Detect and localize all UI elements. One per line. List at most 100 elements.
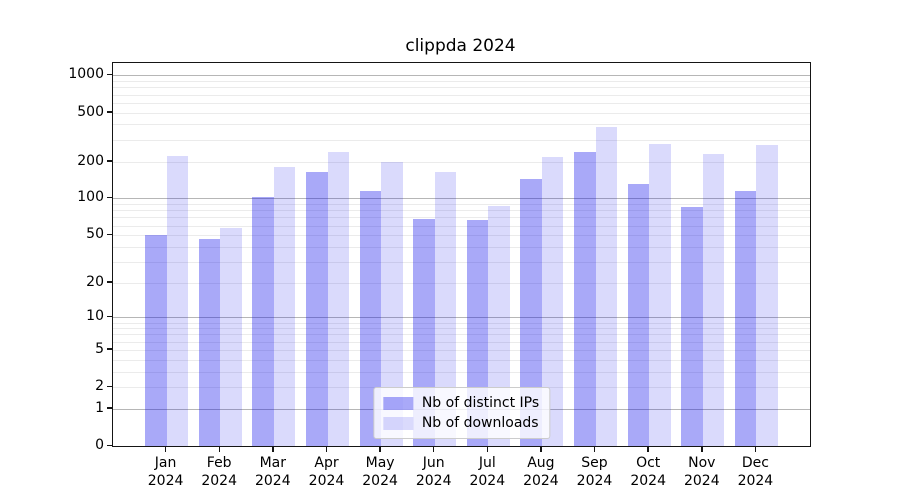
bar-nb-of-distinct-ips-aug (520, 178, 542, 446)
xtick-year: 2024 (147, 473, 184, 489)
bar-nb-of-distinct-ips-sep (574, 152, 596, 446)
gridline-major-1000 (113, 75, 810, 77)
xtick-month: Sep (581, 455, 608, 471)
ytick-mark-20 (107, 281, 112, 283)
gridline-minor-700 (113, 94, 810, 96)
bar-nb-of-distinct-ips-nov (681, 207, 703, 446)
ytick-mark-5 (107, 348, 112, 350)
xtick-year: 2024 (630, 473, 666, 489)
bar-nb-of-distinct-ips-may (359, 191, 382, 446)
xtick-mark-aug (540, 447, 542, 452)
xtick-label-oct: Oct 2024 (617, 454, 679, 490)
xtick-month: Jul (478, 455, 496, 471)
ytick-mark-10 (107, 315, 112, 318)
bar-nb-of-downloads-jun (434, 172, 457, 446)
xtick-mark-dec (754, 447, 757, 452)
gridline-minor-500 (113, 112, 810, 114)
gridline-minor-400 (113, 124, 810, 126)
ytick-label-0: 0 (95, 437, 104, 453)
legend-label-1: Nb of downloads (421, 415, 539, 431)
bar-nb-of-distinct-ips-apr (306, 172, 328, 446)
gridline-minor-70 (113, 217, 810, 219)
gridline-minor-3 (113, 371, 810, 373)
xtick-month: May (365, 455, 395, 471)
xtick-label-aug: Aug 2024 (510, 454, 572, 490)
xtick-label-jan: Jan 2024 (135, 454, 197, 490)
gridline-minor-90 (113, 204, 810, 205)
xtick-year: 2024 (469, 473, 506, 489)
xtick-month: Feb (206, 455, 232, 471)
legend-label-0: Nb of distinct IPs (421, 395, 540, 411)
gridline-minor-30 (113, 261, 810, 263)
xtick-label-sep: Sep 2024 (564, 454, 626, 490)
bar-nb-of-downloads-oct (649, 143, 671, 446)
bar-nb-of-downloads-mar (273, 166, 296, 446)
ytick-label-200: 200 (77, 152, 104, 169)
ytick-label-500: 500 (77, 103, 104, 120)
xtick-label-dec: Dec 2024 (724, 454, 786, 490)
xtick-month: Aug (527, 455, 555, 471)
xtick-year: 2024 (201, 473, 237, 489)
bar-nb-of-distinct-ips-dec (734, 190, 757, 446)
ytick-mark-0 (107, 444, 112, 446)
xtick-label-feb: Feb 2024 (188, 454, 250, 490)
xtick-mark-jan (164, 447, 167, 452)
bar-nb-of-downloads-may (381, 161, 403, 446)
ytick-mark-50 (107, 233, 112, 236)
ytick-label-10: 10 (86, 308, 104, 325)
chart-title: clippda 2024 (405, 36, 516, 56)
ytick-mark-2 (107, 385, 112, 388)
ytick-label-20: 20 (86, 273, 104, 290)
xtick-month: Oct (636, 455, 661, 471)
xtick-label-nov: Nov 2024 (671, 454, 733, 490)
legend-swatch-0 (382, 396, 413, 410)
gridline-minor-50 (113, 235, 810, 237)
plot-area: Nb of distinct IPs Nb of downloads (112, 62, 811, 447)
gridline-minor-4 (113, 359, 810, 361)
gridline-minor-8 (113, 328, 810, 330)
ytick-label-50: 50 (86, 226, 104, 243)
xtick-year: 2024 (308, 473, 345, 489)
bar-nb-of-distinct-ips-feb (198, 239, 221, 446)
xtick-mark-nov (701, 447, 703, 452)
xtick-year: 2024 (415, 473, 452, 489)
bar-nb-of-downloads-dec (756, 144, 778, 446)
legend: Nb of distinct IPs Nb of downloads (372, 387, 551, 439)
xtick-year: 2024 (683, 473, 720, 489)
xtick-mark-feb (218, 447, 220, 452)
xtick-month: Nov (688, 455, 716, 471)
bar-nb-of-downloads-sep (595, 126, 617, 446)
xtick-mark-jun (432, 447, 435, 452)
xtick-year: 2024 (576, 473, 613, 489)
xtick-month: Apr (314, 455, 339, 471)
bar-nb-of-downloads-feb (220, 228, 242, 446)
gridline-minor-600 (113, 102, 810, 104)
bar-nb-of-distinct-ips-mar (252, 197, 274, 446)
xtick-label-apr: Apr 2024 (296, 454, 358, 490)
xtick-label-mar: Mar 2024 (242, 454, 304, 490)
xtick-label-jun: Jun 2024 (403, 454, 465, 490)
ytick-mark-200 (107, 160, 112, 162)
gridline-minor-60 (113, 225, 810, 227)
ytick-mark-1 (107, 407, 112, 409)
xtick-month: Jun (422, 455, 445, 471)
bar-nb-of-distinct-ips-jan (145, 235, 167, 446)
gridline-minor-300 (113, 139, 810, 141)
gridline-major-10 (113, 317, 810, 319)
gridline-minor-200 (113, 161, 810, 163)
gridline-major-100 (113, 198, 810, 200)
xtick-mark-jul (486, 447, 489, 452)
bar-nb-of-downloads-jul (488, 206, 510, 446)
xtick-year: 2024 (523, 473, 559, 489)
grid-layer (113, 63, 810, 446)
xtick-month: Dec (741, 455, 769, 471)
ytick-mark-1000 (107, 73, 112, 76)
xtick-mark-sep (593, 447, 596, 452)
xtick-mark-apr (325, 447, 328, 452)
gridline-minor-800 (113, 87, 810, 89)
gridline-minor-80 (113, 210, 810, 212)
gridline-minor-9 (113, 322, 810, 324)
legend-row-1: Nb of downloads (382, 413, 539, 433)
gridline-minor-900 (113, 81, 810, 82)
